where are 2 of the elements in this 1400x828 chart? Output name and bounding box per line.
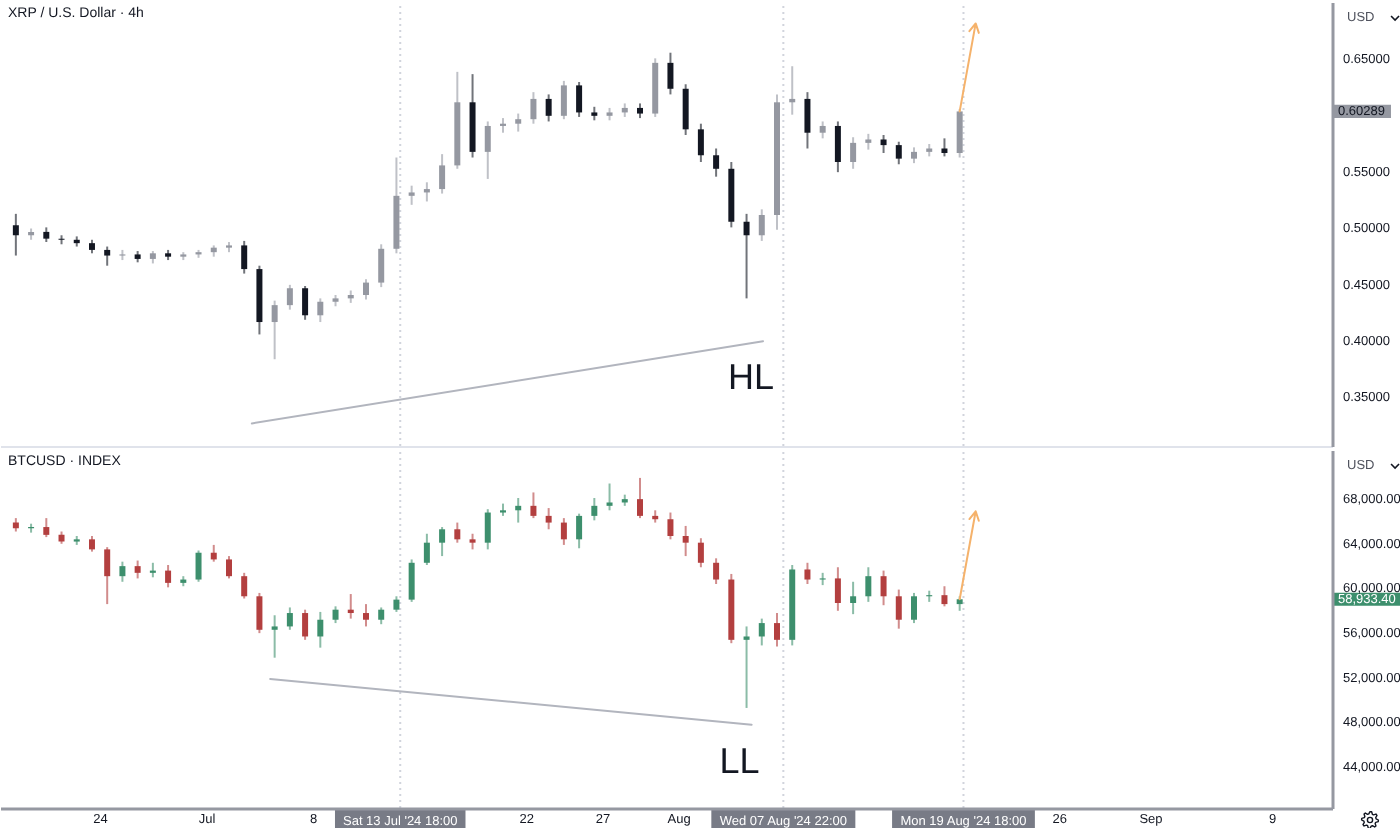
annotation: HL: [728, 357, 775, 398]
annotation: LL: [719, 740, 760, 781]
